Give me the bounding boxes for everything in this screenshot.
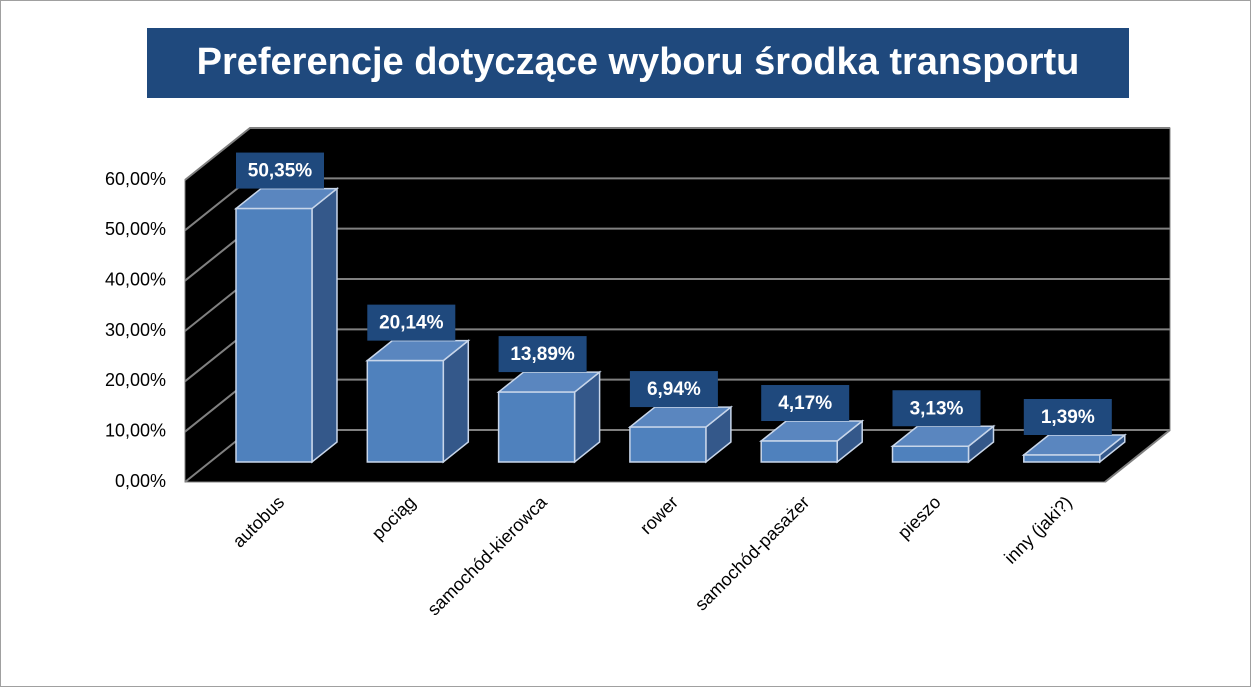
y-tick-label: 20,00% [105,370,166,390]
y-tick-label: 30,00% [105,320,166,340]
value-label-box [761,385,850,422]
value-label-box [892,390,981,427]
value-label-box [236,152,324,189]
bar [1021,433,1127,464]
value-label-box [1023,399,1112,436]
bar [890,424,996,464]
value-label: 20,14% [379,313,444,334]
bar-front [366,359,445,463]
bar-front [629,426,707,463]
bar-front [1023,454,1101,463]
bar [233,187,340,464]
chart-title: Preferencje dotyczące wyboru środka tran… [197,41,1080,83]
y-tick-label: 50,00% [105,219,166,239]
floor-edge [1104,429,1171,483]
bar-front [760,440,838,463]
y-tick-label: 40,00% [105,269,166,289]
bar-side [311,187,338,464]
bar [365,339,471,464]
value-label: 6,94% [647,379,701,400]
value-label: 1,39% [1041,407,1095,428]
bar [759,419,865,464]
value-label-box [367,304,456,341]
y-tick-label: 60,00% [105,169,166,189]
title-box [147,28,1129,98]
bar-front [891,445,970,463]
value-label: 4,17% [778,393,832,414]
value-label: 3,13% [910,398,964,419]
y-tick-label: 10,00% [105,420,166,440]
bar-side [442,339,470,464]
value-label: 50,35% [248,161,313,182]
grid-line [184,127,1170,181]
bar-front [497,391,576,463]
value-label-box [629,371,718,408]
bar [627,405,734,464]
bar-front [235,207,313,463]
y-tick-label: 0,00% [115,471,166,491]
value-label-box [498,336,587,373]
bar [496,370,602,464]
value-label: 13,89% [510,344,575,365]
